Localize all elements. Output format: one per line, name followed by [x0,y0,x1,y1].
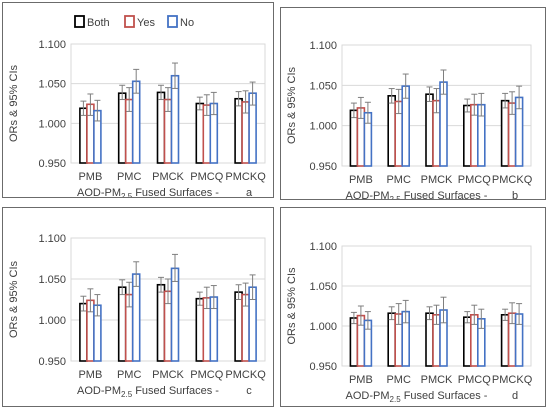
legend-swatch-no [167,15,178,28]
bar-both-pmck [156,91,166,164]
x-axis-label: AOD-PM2.5 Fused Surfaces - [346,190,488,199]
y-axis-label: ORs & 95% CIs [286,66,298,144]
panel-letter: d [512,390,518,402]
y-tick-label: 1.000 [309,121,337,133]
bar-both-pmcq [463,104,472,167]
panel-a: 0.950 1.000 1.050 1.100 ORs & 95% CIs PMB PMC P… [2,2,274,198]
bar-both-pmc [387,95,396,167]
bar-both-pmc [387,312,396,367]
x-tick-label: PMCKQ [492,174,533,186]
legend-swatch-yes [124,15,135,28]
x-tick-label: PMC [117,171,142,183]
chart-a: 0.950 1.000 1.050 1.100 ORs & 95% CIs PMB PMC P… [8,15,266,197]
chart-c: 0.950 1.000 1.050 1.100 ORs & 95% CIs PMB PMC P… [8,233,266,399]
x-tick-label: PMB [349,174,373,186]
bar-both-pmb [349,109,359,167]
bar-both-pmcq [195,102,205,164]
y-tick-label: 0.950 [309,161,337,173]
panel-b: 0.950 1.000 1.050 1.100 ORs & 95% CIs PMB PMC P… [280,7,546,200]
legend-label-both: Both [87,17,110,29]
legend-label-yes: Yes [137,17,155,29]
bar-both-pmc [117,92,127,164]
bar-both-pmb [79,107,88,164]
bar-both-pmck [156,283,166,362]
y-tick-label: 1.050 [309,281,337,293]
bar-both-pmckq [500,314,510,367]
bar-both-pmb [349,317,359,367]
y-tick-label: 0.950 [309,361,337,373]
legend-label-no: No [180,17,194,29]
y-tick-label: 1.050 [38,79,66,91]
y-tick-label: 1.050 [309,80,337,92]
chart-d: 0.950 1.000 1.050 1.100 ORs & 95% CIs PMB PMC P… [286,241,533,404]
x-tick-label: PMCK [421,374,453,386]
bar-both-pmck [425,93,434,167]
bar-both-pmck [425,312,434,367]
y-tick-label: 1.050 [38,274,66,286]
x-axis-label: AOD-PM2.5 Fused Surfaces - [77,385,219,399]
x-tick-label: PMB [78,171,102,183]
x-tick-label: PMCKQ [225,171,266,183]
x-tick-label: PMB [78,369,102,381]
bar-both-pmc [117,286,127,362]
panel-letter: b [512,190,518,199]
panel-letter: a [246,187,253,197]
x-axis-label: AOD-PM2.5 Fused Surfaces - [77,187,219,197]
x-tick-label: PMC [117,369,142,381]
y-axis-label: ORs & 95% CIs [286,267,298,345]
x-tick-label: PMCQ [190,369,223,381]
y-tick-label: 0.950 [38,356,66,368]
x-tick-label: PMC [386,174,411,186]
y-tick-label: 1.100 [309,40,337,52]
x-axis-label: AOD-PM2.5 Fused Surfaces - [346,390,488,404]
x-tick-label: PMC [386,374,411,386]
legend-swatch-both [74,15,85,28]
y-tick-label: 1.100 [309,241,337,253]
y-tick-label: 0.950 [38,158,66,170]
y-tick-label: 1.100 [38,233,66,245]
bar-both-pmb [79,302,88,362]
y-axis-label: ORs & 95% CIs [8,64,20,142]
x-tick-label: PMCKQ [492,374,533,386]
y-axis-label: ORs & 95% CIs [8,260,20,338]
x-tick-label: PMCQ [190,171,223,183]
y-tick-label: 1.000 [309,321,337,333]
bar-no-pmc [131,273,141,362]
x-tick-label: PMCQ [458,374,491,386]
bar-no-pmck [170,267,180,362]
x-tick-label: PMB [349,374,373,386]
y-tick-label: 1.000 [38,118,66,130]
x-tick-label: PMCK [152,369,184,381]
bar-both-pmcq [195,297,205,362]
panel-d: 0.950 1.000 1.050 1.100 ORs & 95% CIs PMB PMC P… [280,207,546,407]
bar-both-pmckq [234,97,243,164]
x-tick-label: PMCK [152,171,184,183]
panel-c: 0.950 1.000 1.050 1.100 ORs & 95% CIs PMB PMC P… [2,207,274,407]
chart-b: 0.950 1.000 1.050 1.100 ORs & 95% CIs PMB PMC P… [286,40,533,199]
panel-letter: c [246,385,252,397]
bar-both-pmcq [463,316,472,367]
x-tick-label: PMCK [421,174,453,186]
bar-both-pmckq [234,291,243,362]
x-tick-label: PMCKQ [225,369,266,381]
y-tick-label: 1.100 [38,39,66,51]
bar-both-pmckq [500,99,510,167]
x-tick-label: PMCQ [458,174,491,186]
y-tick-label: 1.000 [38,315,66,327]
